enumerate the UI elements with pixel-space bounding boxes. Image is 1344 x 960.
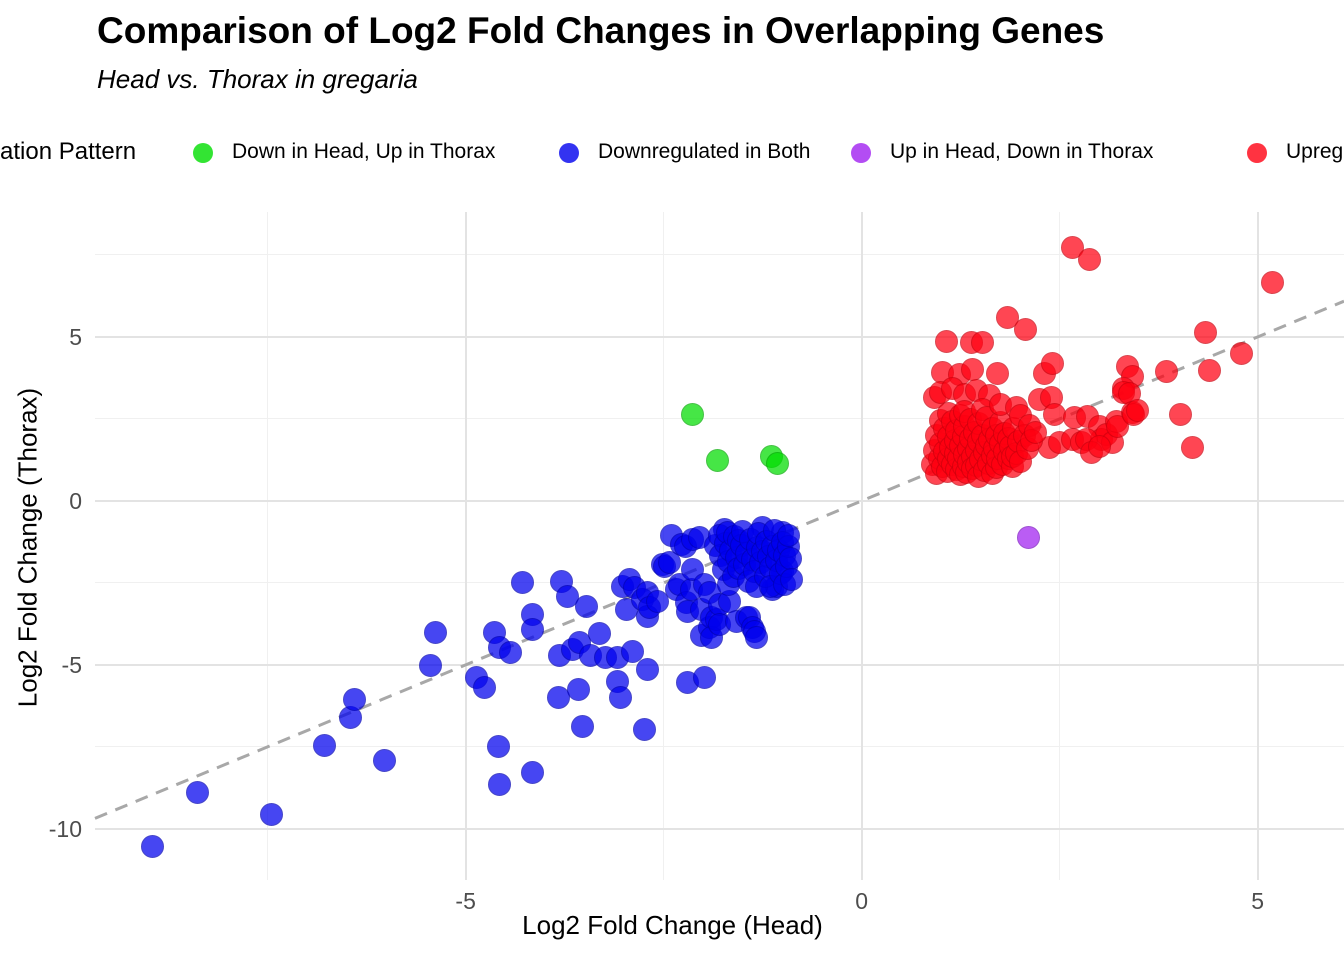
legend-dot-icon [559, 143, 579, 163]
data-point [681, 402, 705, 426]
data-point [961, 357, 985, 381]
data-point [1014, 317, 1038, 341]
data-point [521, 761, 545, 785]
data-point [645, 590, 669, 614]
data-point [498, 641, 522, 665]
major-gridline-horizontal [95, 827, 1344, 830]
data-point [488, 773, 512, 797]
minor-gridline-vertical [267, 212, 269, 880]
y-tick-label: -10 [48, 815, 82, 842]
legend-item-label: Down in Head, Up in Thorax [232, 140, 496, 163]
data-point [706, 449, 730, 473]
legend-dot-icon [1247, 143, 1267, 163]
minor-gridline-vertical [1059, 212, 1061, 880]
data-point [313, 734, 337, 758]
data-point [186, 781, 210, 805]
data-point [1078, 248, 1102, 272]
x-tick-label: 0 [855, 888, 869, 914]
major-gridline-vertical [1256, 212, 1259, 880]
major-gridline-horizontal [95, 499, 1344, 502]
data-point [1181, 436, 1205, 460]
data-point [780, 568, 804, 592]
data-point [986, 362, 1010, 386]
data-point [343, 688, 367, 712]
data-point [260, 803, 284, 827]
data-point [777, 523, 801, 547]
chart-title: Comparison of Log2 Fold Changes in Overl… [97, 10, 1105, 51]
data-point [555, 584, 579, 608]
data-point [473, 676, 497, 700]
data-point [521, 618, 545, 642]
data-point [658, 551, 682, 575]
data-point [546, 686, 570, 710]
data-point [1087, 435, 1111, 459]
data-point [140, 835, 164, 859]
data-point [418, 654, 442, 678]
data-point [1041, 352, 1065, 376]
data-point [511, 571, 535, 595]
data-point [633, 718, 657, 742]
data-point [1024, 420, 1048, 444]
data-point [571, 715, 595, 739]
data-point [744, 626, 768, 650]
legend-item-label: Upregulated in Both [1286, 140, 1344, 163]
data-point [486, 735, 510, 759]
chart-subtitle: Head vs. Thorax in gregaria [97, 64, 418, 94]
data-point [1060, 235, 1084, 259]
major-gridline-horizontal [95, 663, 1344, 666]
data-point [372, 749, 396, 773]
data-point [1230, 341, 1254, 365]
data-point [1168, 402, 1192, 426]
data-point [778, 546, 802, 570]
legend-item-label: Up in Head, Down in Thorax [890, 140, 1154, 163]
minor-gridline-horizontal [95, 418, 1344, 420]
legend: ation Pattern Down in Head, Up in Thorax… [0, 130, 1344, 176]
major-gridline-vertical [464, 212, 467, 880]
data-point [1261, 271, 1285, 295]
data-point [1125, 398, 1149, 422]
x-tick-label: 5 [1251, 888, 1265, 914]
data-point [1017, 526, 1041, 550]
data-point [766, 452, 790, 476]
data-point [621, 640, 645, 664]
data-point [566, 678, 590, 702]
y-axis-title: Log2 Fold Change (Thorax) [12, 387, 43, 708]
data-point [934, 330, 958, 354]
data-point [588, 622, 611, 646]
y-tick-label: -5 [61, 651, 82, 678]
data-point [1155, 359, 1179, 383]
major-gridline-vertical [860, 212, 863, 880]
legend-dot-icon [851, 143, 871, 163]
minor-gridline-horizontal [95, 746, 1344, 748]
legend-item-label: Downregulated in Both [598, 140, 811, 163]
data-point [995, 306, 1019, 330]
major-gridline-horizontal [95, 335, 1344, 338]
y-tick-label: 5 [69, 323, 82, 350]
y-tick-label: 0 [69, 487, 82, 514]
data-point [608, 686, 632, 710]
minor-gridline-horizontal [95, 254, 1344, 256]
data-point [970, 331, 994, 355]
legend-title: ation Pattern [0, 138, 137, 165]
data-point [424, 621, 448, 645]
x-axis-title: Log2 Fold Change (Head) [522, 910, 823, 940]
minor-gridline-vertical [663, 212, 665, 880]
data-point [1197, 358, 1221, 382]
legend-dot-icon [193, 143, 213, 163]
data-point [635, 658, 659, 682]
data-point [1193, 320, 1217, 344]
data-point [574, 595, 598, 619]
data-point [693, 665, 717, 689]
x-tick-label: -5 [455, 888, 476, 914]
